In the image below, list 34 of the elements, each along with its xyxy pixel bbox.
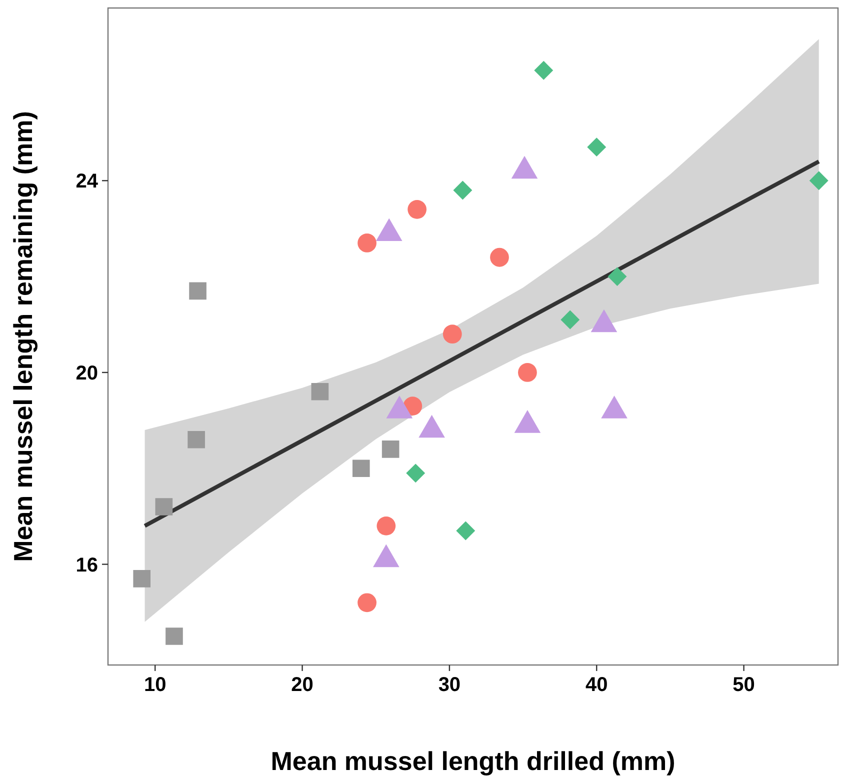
point (133, 570, 151, 588)
x-tick-label: 50 (732, 674, 755, 696)
point (408, 200, 427, 219)
x-tick-label: 30 (438, 674, 461, 696)
line-series (142, 159, 821, 528)
point (587, 138, 606, 157)
x-tick-label: 20 (291, 674, 314, 696)
point (608, 267, 627, 286)
x-axis-title: Mean mussel length drilled (mm) (270, 746, 676, 776)
point (188, 430, 205, 448)
point (166, 628, 183, 645)
point (155, 498, 173, 516)
point (189, 282, 206, 300)
point (311, 382, 329, 400)
y-axis-title: Mean mussel length remaining (mm) (8, 111, 38, 562)
point (534, 60, 554, 80)
point (442, 324, 462, 344)
point (376, 516, 396, 536)
point (352, 460, 370, 478)
point (809, 171, 828, 190)
point (560, 310, 580, 330)
point (358, 234, 376, 252)
y-tick-label: 24 (76, 170, 99, 193)
x-tick-label: 40 (586, 674, 608, 696)
point (406, 464, 426, 483)
point (453, 180, 472, 200)
y-tick-label: 16 (76, 554, 98, 576)
point (456, 521, 476, 540)
point (490, 248, 509, 267)
x-tick-label: 10 (144, 674, 166, 696)
point (382, 440, 400, 458)
point (518, 363, 537, 382)
y-tick-label: 20 (76, 362, 98, 384)
point (358, 593, 376, 612)
